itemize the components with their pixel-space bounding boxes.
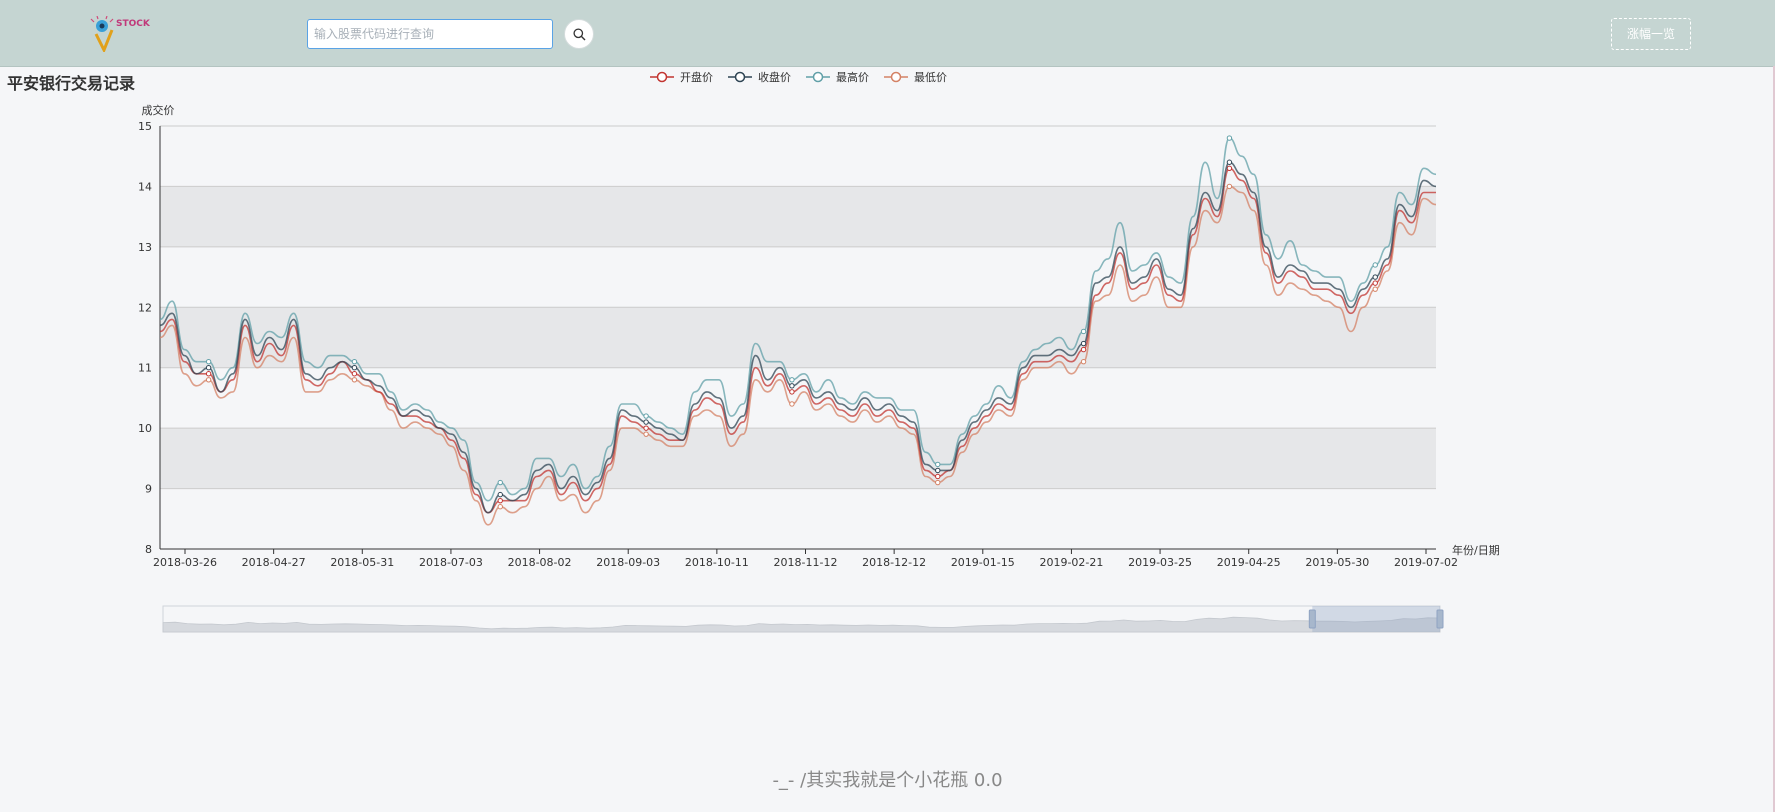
data-point [205,371,212,377]
data-point [205,377,212,383]
data-point [1372,280,1378,286]
x-tick-label: 2019-05-30 [1305,556,1369,569]
x-tick-label: 2018-07-03 [419,556,483,569]
data-point [643,419,649,425]
data-point [789,401,795,407]
data-point [351,365,358,371]
y-tick-label: 11 [138,362,152,375]
x-tick-label: 2019-07-02 [1394,556,1458,569]
data-point [643,413,649,419]
data-point [935,479,941,486]
series-line [159,161,1437,514]
x-tick-label: 2019-03-25 [1128,556,1192,569]
x-tick-label: 2018-05-31 [330,556,394,569]
grid-band [160,246,1436,308]
x-tick-label: 2019-02-21 [1039,556,1103,569]
data-point [351,358,358,365]
y-tick-label: 15 [138,120,152,133]
y-tick-label: 9 [145,483,152,496]
data-point [789,383,795,389]
grid-band [160,428,1436,489]
data-point [205,365,212,371]
data-point [935,461,941,468]
overview-button[interactable]: 涨幅一览 [1611,18,1691,50]
search-input[interactable] [307,19,553,49]
series-line [159,137,1437,502]
x-tick-label: 2018-03-26 [153,556,217,569]
logo-text: STOCK [116,19,150,29]
search-button[interactable] [564,19,594,49]
x-tick-label: 2018-10-11 [685,556,749,569]
x-tick-label: 2018-09-03 [596,556,660,569]
top-nav-bar: STOCK 涨幅一览 [0,0,1775,67]
y-tick-label: 14 [138,180,152,193]
data-point [1226,135,1233,141]
data-point [1080,340,1087,347]
y-tick-label: 12 [138,301,152,314]
y-tick-label: 13 [138,241,152,254]
data-point [351,377,358,383]
data-point [1226,165,1233,172]
legend-item[interactable]: 开盘价 [680,70,713,84]
data-point [497,491,503,498]
data-zoom-window[interactable] [1312,606,1440,632]
x-tick-label: 2018-04-27 [242,556,306,569]
legend-marker[interactable] [890,71,902,83]
data-point [351,371,358,377]
x-tick-label: 2018-12-12 [862,556,926,569]
data-point [935,467,941,474]
data-point [1372,262,1378,268]
data-zoom-preview [162,616,1441,633]
x-axis-label: 年份/日期 [1452,543,1500,557]
page-edge-divider [1773,66,1775,812]
data-point [1080,328,1087,335]
series-line [159,185,1437,526]
page-title: 平安银行交易记录 [7,74,136,93]
data-point [1372,274,1378,280]
data-zoom-handle[interactable] [1436,609,1444,629]
legend-item[interactable]: 最高价 [836,70,869,84]
data-point [1226,183,1233,190]
stock-logo-icon [90,15,114,54]
x-tick-label: 2018-11-12 [774,556,838,569]
legend-marker[interactable] [734,71,746,83]
grid-band [160,307,1436,368]
x-tick-label: 2019-04-25 [1217,556,1281,569]
data-point [1226,159,1233,165]
x-tick-label: 2019-01-15 [951,556,1015,569]
data-point [1080,346,1087,353]
data-point [1372,286,1378,292]
x-tick-label: 2018-08-02 [508,556,572,569]
data-point [497,497,503,504]
data-point [205,358,212,365]
data-point [643,425,649,431]
legend-item[interactable]: 最低价 [914,71,947,84]
stock-logo[interactable]: STOCK [86,15,150,54]
legend-marker[interactable] [812,71,824,83]
y-tick-label: 8 [145,543,152,556]
legend-marker[interactable] [656,71,668,83]
y-axis-label: 成交价 [142,103,175,117]
data-point [497,479,503,486]
data-zoom-handle[interactable] [1308,609,1316,629]
grid-band [160,126,1436,187]
data-point [1080,358,1087,365]
y-tick-label: 10 [138,422,152,435]
data-point [643,431,649,437]
grid-band [160,488,1436,549]
data-point [497,504,503,510]
data-point [789,389,795,395]
data-point [789,377,795,383]
footer-text: -_- /其实我就是个小花瓶 0.0 [772,770,1003,791]
search-icon [573,28,586,41]
legend-item[interactable]: 收盘价 [758,70,791,84]
data-point [935,473,941,480]
